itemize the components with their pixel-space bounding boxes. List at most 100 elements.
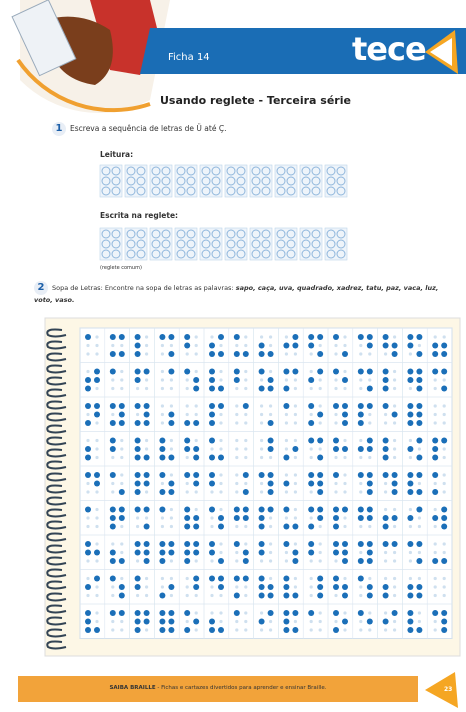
- braille-dot: [343, 516, 346, 519]
- braille-dot: [358, 515, 364, 521]
- braille-dot: [416, 541, 422, 547]
- braille-dot: [135, 481, 141, 487]
- braille-dot: [416, 377, 422, 383]
- braille-dot: [195, 370, 198, 373]
- braille-dot: [285, 559, 288, 562]
- writing-note: (reglete comum): [100, 265, 142, 271]
- braille-dot: [159, 507, 165, 513]
- braille-dot: [95, 542, 98, 545]
- braille-dot: [358, 610, 364, 616]
- braille-dot: [195, 611, 198, 614]
- braille-dot: [319, 378, 322, 381]
- braille-dot: [209, 619, 215, 625]
- braille-dot: [195, 404, 198, 407]
- braille-dot: [432, 446, 438, 452]
- braille-dot: [161, 516, 164, 519]
- braille-dot: [135, 438, 141, 444]
- braille-dot: [119, 334, 125, 340]
- braille-dot: [393, 585, 396, 588]
- braille-dot: [317, 351, 323, 357]
- braille-dot: [334, 344, 337, 347]
- braille-dot: [235, 559, 238, 562]
- braille-dot: [135, 584, 141, 590]
- braille-dot: [145, 577, 148, 580]
- braille-dot: [186, 378, 189, 381]
- braille-dot: [367, 507, 373, 513]
- braille-dot: [269, 344, 272, 347]
- braille-dot: [209, 412, 215, 418]
- braille-dot: [260, 421, 263, 424]
- braille-dot: [434, 620, 437, 623]
- braille-dot: [308, 481, 314, 487]
- braille-dot: [135, 550, 141, 556]
- braille-dot: [443, 551, 446, 554]
- page-number: 23: [444, 686, 452, 693]
- braille-dot: [159, 438, 165, 444]
- braille-dot: [184, 550, 190, 556]
- braille-dot: [170, 508, 173, 511]
- braille-dot: [94, 550, 100, 556]
- braille-dot: [407, 403, 413, 409]
- braille-dot: [184, 610, 190, 616]
- braille-dot: [432, 369, 438, 375]
- braille-dot: [210, 611, 213, 614]
- braille-dot: [367, 446, 373, 452]
- title: Usando reglete - Terceira série: [160, 94, 351, 107]
- braille-dot: [110, 524, 116, 530]
- braille-dot: [111, 413, 114, 416]
- braille-dot: [186, 482, 189, 485]
- braille-dot: [145, 439, 148, 442]
- braille-dot: [343, 370, 346, 373]
- braille-dot: [119, 412, 125, 418]
- braille-dot: [269, 525, 272, 528]
- braille-dot: [317, 472, 323, 478]
- braille-dot: [310, 447, 313, 450]
- braille-dot: [120, 542, 123, 545]
- braille-dot: [110, 472, 116, 478]
- braille-dot: [110, 515, 116, 521]
- braille-dot: [161, 344, 164, 347]
- braille-dot: [319, 559, 322, 562]
- braille-dot: [434, 335, 437, 338]
- braille-dot: [334, 620, 337, 623]
- braille-dot: [135, 472, 141, 478]
- braille-dot: [135, 369, 141, 375]
- braille-dot: [235, 439, 238, 442]
- braille-dot: [85, 610, 91, 616]
- braille-dot: [259, 584, 265, 590]
- braille-dot: [317, 369, 323, 375]
- braille-dot: [145, 594, 148, 597]
- braille-dot: [317, 438, 323, 444]
- braille-dot: [170, 387, 173, 390]
- braille-dot: [342, 446, 348, 452]
- braille-dot: [168, 420, 174, 426]
- braille-dot: [367, 481, 373, 487]
- braille-dot: [119, 610, 125, 616]
- braille-dot: [244, 344, 247, 347]
- braille-dot: [393, 447, 396, 450]
- braille-dot: [294, 473, 297, 476]
- braille-dot: [86, 413, 89, 416]
- braille-dot: [407, 515, 413, 521]
- braille-dot: [294, 421, 297, 424]
- braille-dot: [294, 516, 297, 519]
- braille-dot: [308, 420, 314, 426]
- braille-dot: [393, 387, 396, 390]
- braille-dot: [434, 594, 437, 597]
- braille-dot: [269, 542, 272, 545]
- braille-dot: [168, 334, 174, 340]
- braille-dot: [218, 403, 224, 409]
- braille-dot: [358, 403, 364, 409]
- braille-dot: [333, 541, 339, 547]
- braille-dot: [310, 628, 313, 631]
- braille-dot: [359, 387, 362, 390]
- braille-dot: [268, 610, 274, 616]
- braille-dot: [119, 584, 125, 590]
- braille-dot: [292, 343, 298, 349]
- braille-dot: [144, 610, 150, 616]
- braille-dot: [259, 619, 265, 625]
- braille-dot: [161, 482, 164, 485]
- braille-dot: [95, 456, 98, 459]
- braille-dot: [359, 456, 362, 459]
- braille-dot: [367, 438, 373, 444]
